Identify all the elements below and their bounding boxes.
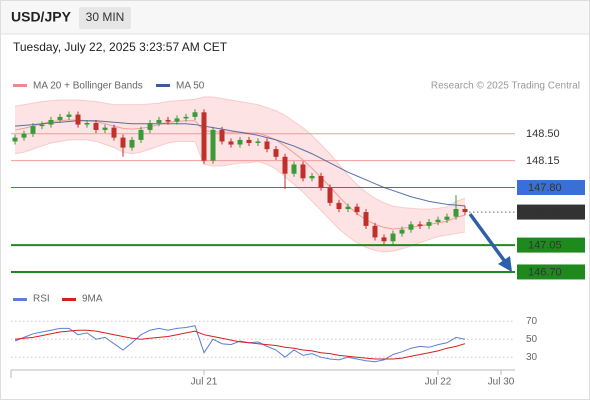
legend-swatch [62,298,76,301]
legend-label: 9MA [82,294,103,305]
arrow-head [498,256,512,272]
legend-swatch [13,84,27,87]
level-label: 148.15 [526,155,560,167]
candle-body [381,237,387,242]
candle-body [354,206,360,213]
candle-body [201,112,207,161]
level-label: 147.05 [528,239,562,251]
legend-swatch [156,84,170,87]
timestamp: Tuesday, July 22, 2025 3:23:57 AM CET [13,40,228,54]
candle-body [183,116,189,119]
candle-body [75,114,81,125]
candle-body [300,164,306,179]
candle-body [345,206,351,210]
candle-body [48,119,54,125]
candle-body [66,114,72,117]
candle-body [30,126,36,134]
candle-body [129,139,135,148]
candle-body [444,216,450,220]
legend-label: MA 50 [176,81,205,92]
y-tick-label: 50 [526,334,538,345]
candle-body [390,233,396,242]
candle-body [255,141,261,143]
rsi-line [14,325,466,363]
candle-body [39,124,45,127]
candle-body [318,175,324,188]
candle-body [120,137,126,148]
x-tick-label: Jul 21 [191,377,218,388]
bollinger-upper [14,96,466,210]
candle-body [372,225,378,238]
candle-body [165,119,171,122]
candle-body [138,129,144,140]
y-tick-label: 70 [526,316,538,327]
candle-body [273,149,279,157]
level-label-box [517,237,585,253]
candle-body [309,175,315,179]
level-label-box [517,180,585,196]
candle-body [156,119,162,124]
level-label-box [517,204,585,220]
candle-body [219,129,225,142]
symbol: USD/JPY [11,9,72,25]
candle-body [291,164,297,174]
candle-body [282,156,288,174]
candle-body [228,141,234,145]
x-tick-label: Jul 30 [488,377,515,388]
candle-body [363,212,369,226]
bollinger-lower [14,139,466,253]
interval[interactable]: 30 MIN [86,10,125,24]
legend-label: MA 20 + Bollinger Bands [33,81,143,92]
level-label: 147.48 [528,206,562,218]
candle-body [462,209,468,213]
candle-body [57,116,63,120]
level-label: 147.80 [528,182,562,194]
interval-button[interactable] [79,7,131,29]
candle-body [174,118,180,122]
candle-body [264,141,270,150]
candle-body [210,129,216,161]
candle-body [408,224,414,230]
legend-label: RSI [33,294,50,305]
candle-body [435,219,441,223]
candle-body [12,137,18,142]
candle-body [147,123,153,130]
candle-body [453,209,459,217]
candle-body [102,127,108,130]
forecast-arrow [468,212,508,265]
candle-body [192,112,198,117]
candle-body [84,123,90,125]
candle-body [399,229,405,234]
candle-body [237,139,243,145]
candle-body [327,187,333,203]
candle-body [246,139,252,143]
bollinger-band [15,96,465,252]
candle-body [426,222,432,226]
credit: Research © 2025 Trading Central [431,81,580,92]
level-label: 148.50 [526,128,560,140]
x-tick-label: Jul 22 [425,377,452,388]
level-label-box [517,264,585,280]
level-label: 146.70 [528,266,562,278]
ma-line [14,120,466,207]
candle-body [93,123,99,130]
legend-swatch [13,298,27,301]
candle-body [417,224,423,226]
candle-body [111,127,117,138]
candle-body [21,133,27,138]
candle-body [336,202,342,210]
rsi-line [14,329,466,360]
y-tick-label: 30 [526,352,538,363]
